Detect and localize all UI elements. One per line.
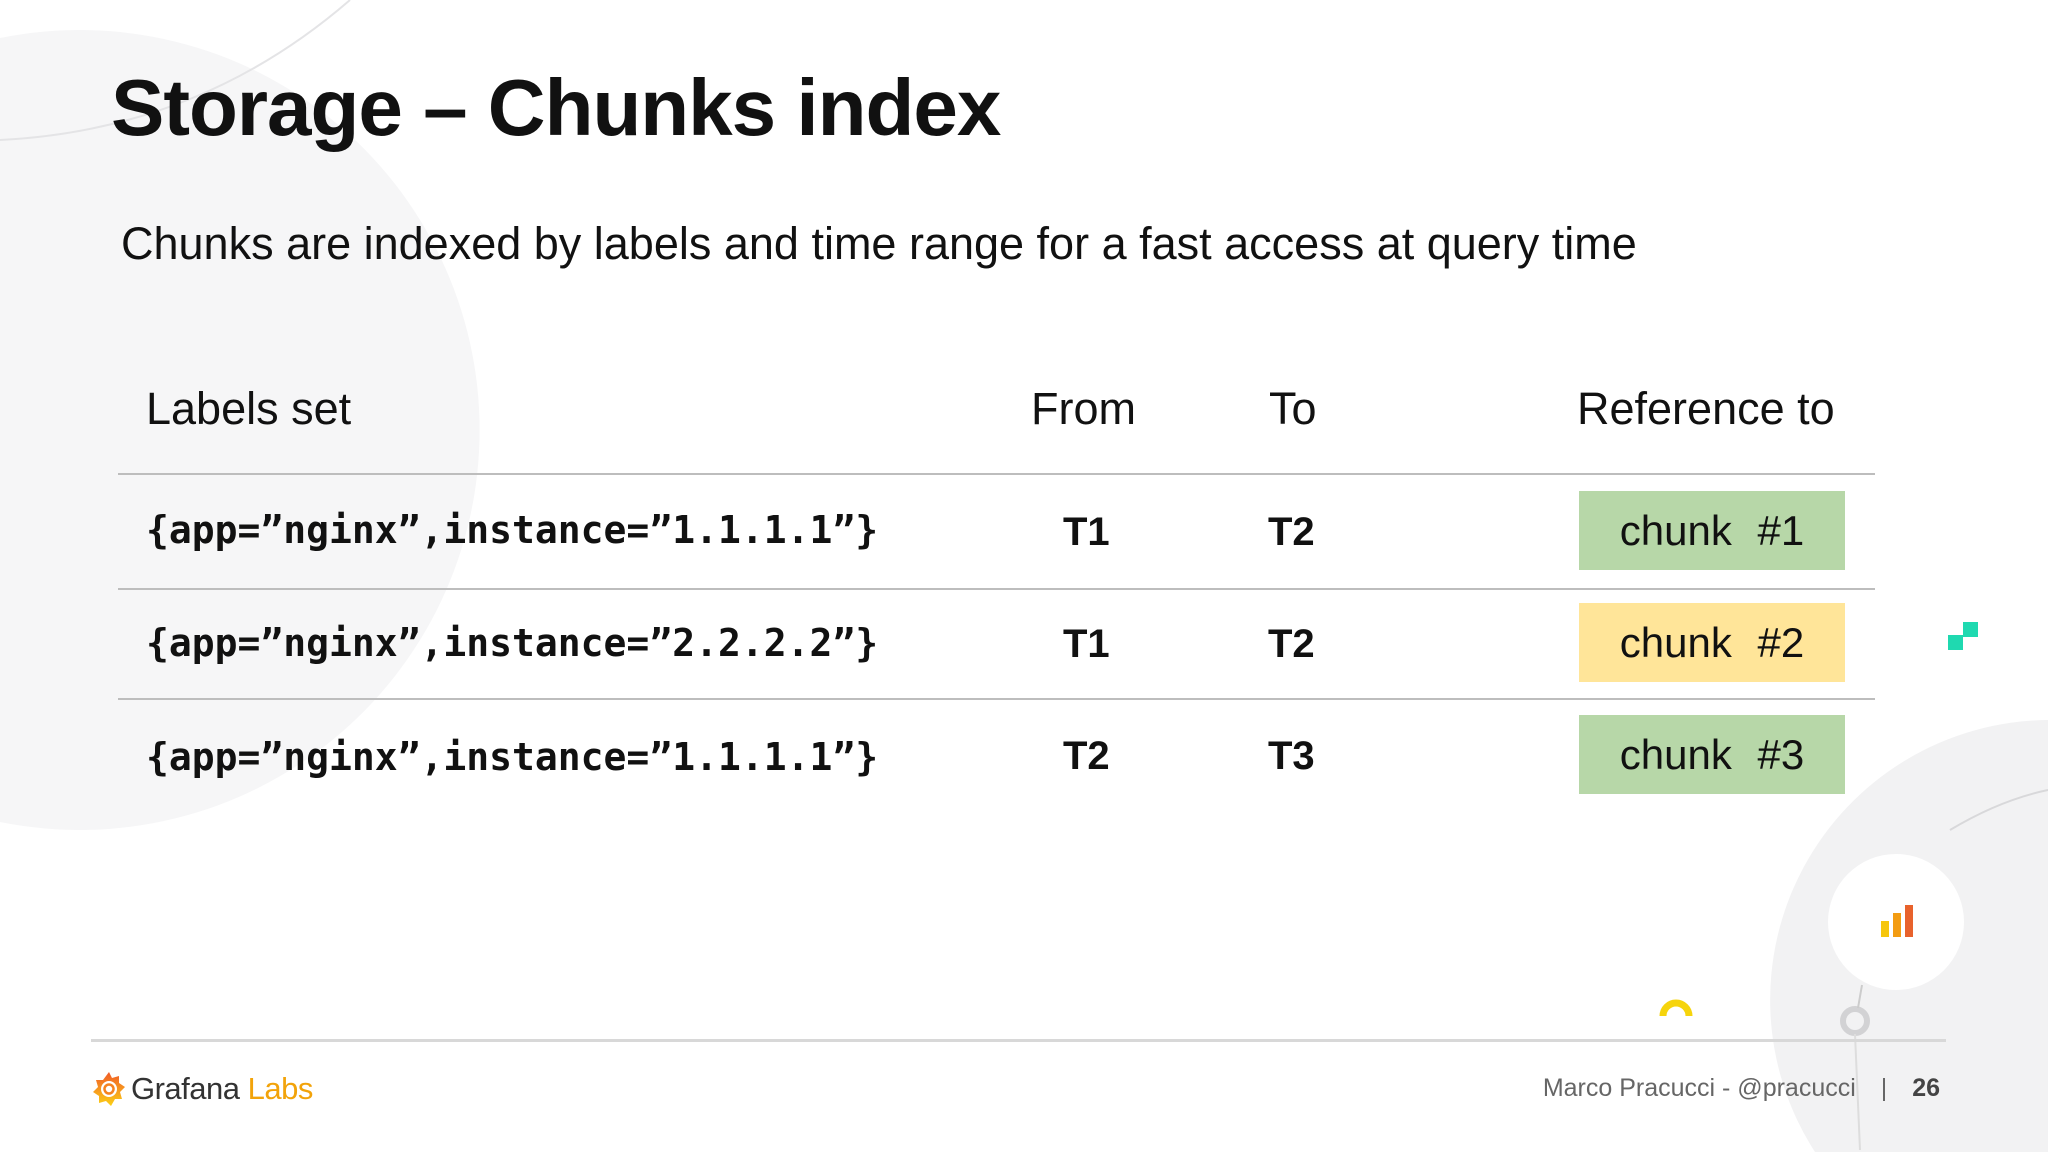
header-from: From (1031, 383, 1136, 434)
slide-subtitle: Chunks are indexed by labels and time ra… (121, 218, 1637, 269)
header-reference: Reference to (1577, 383, 1835, 434)
header-divider (118, 473, 1875, 475)
page-number: 26 (1912, 1074, 1940, 1102)
row-divider (118, 698, 1875, 700)
to-cell: T3 (1268, 734, 1315, 778)
chunk-reference: chunk #3 (1579, 715, 1845, 794)
header-to: To (1269, 383, 1317, 434)
footer-divider (91, 1039, 1946, 1042)
from-cell: T1 (1063, 510, 1110, 554)
logo-name: Grafana (131, 1071, 240, 1106)
slide-title: Storage – Chunks index (111, 63, 1001, 152)
row-divider (118, 588, 1875, 590)
grafana-logo-icon (93, 1072, 125, 1106)
from-cell: T1 (1063, 622, 1110, 666)
chunk-reference: chunk #1 (1579, 491, 1845, 570)
footer-info: Marco Pracucci - @pracucci | 26 (1543, 1074, 1940, 1103)
to-cell: T2 (1268, 622, 1315, 666)
to-cell: T2 (1268, 510, 1315, 554)
chunk-reference: chunk #2 (1579, 603, 1845, 682)
author: Marco Pracucci - @pracucci (1542, 1074, 1856, 1102)
teal-squares-icon (1948, 635, 1963, 650)
header-labels-set: Labels set (146, 383, 352, 434)
grafana-labs-logo: Grafana Labs (91, 1070, 313, 1108)
separator: | (1880, 1074, 1888, 1102)
labels-cell: {app=”nginx”,instance=”1.1.1.1”} (146, 735, 879, 779)
labels-cell: {app=”nginx”,instance=”2.2.2.2”} (146, 621, 879, 665)
labels-cell: {app=”nginx”,instance=”1.1.1.1”} (146, 508, 879, 552)
bar-chart-icon (1881, 905, 1913, 937)
from-cell: T2 (1063, 734, 1110, 778)
logo-suffix: Labs (247, 1071, 314, 1106)
